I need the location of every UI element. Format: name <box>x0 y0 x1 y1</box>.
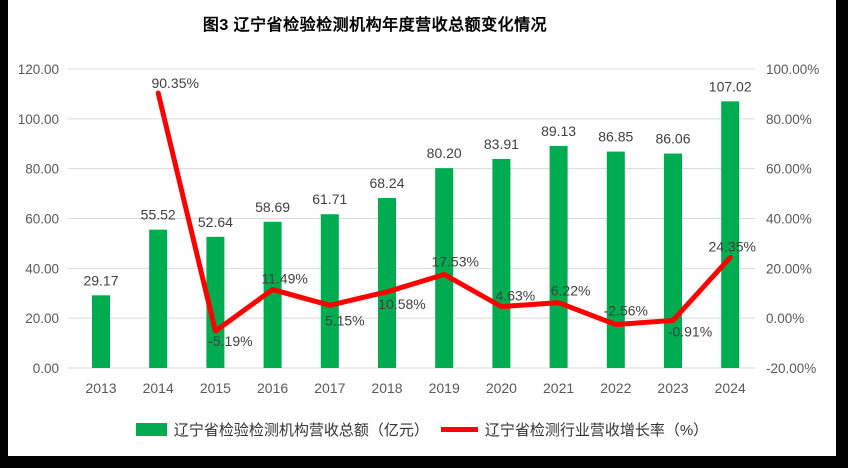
bar-2016 <box>263 221 282 368</box>
right-axis-tick-label: 60.00% <box>766 162 812 177</box>
right-axis-tick-label: 40.00% <box>766 212 812 227</box>
bar-value-label: 52.64 <box>198 214 233 230</box>
line-value-label: 90.35% <box>151 75 198 91</box>
left-axis-tick-label: 60.00 <box>25 212 59 227</box>
bar-2015 <box>206 236 225 368</box>
bar-value-label: 80.20 <box>427 145 462 161</box>
line-value-label: 17.53% <box>431 253 478 269</box>
bar-2022 <box>606 151 625 368</box>
left-axis-tick-label: 20.00 <box>25 311 59 326</box>
x-axis-label-2024: 2024 <box>715 380 746 396</box>
bar-2014 <box>149 229 168 368</box>
right-axis-tick-label: 80.00% <box>766 112 812 127</box>
line-value-label: 6.22% <box>551 283 591 299</box>
x-axis-label-2022: 2022 <box>600 380 631 396</box>
bar-value-label: 55.52 <box>141 207 176 223</box>
legend-bar-swatch <box>135 423 167 436</box>
bar-2018 <box>378 197 396 368</box>
chart-frame: 图3 辽宁省检验检测机构年度营收总额变化情况 0.00 -20.00% 20.00 0… <box>8 0 836 456</box>
x-axis-label-2019: 2019 <box>429 380 460 396</box>
left-axis-tick-label: 80.00 <box>25 162 59 177</box>
line-value-label: -2.56% <box>604 303 648 319</box>
line-value-label: 5.15% <box>325 312 365 328</box>
growth-rate-line <box>155 90 733 334</box>
x-axis-label-2020: 2020 <box>486 380 517 396</box>
left-axis-tick-label: 0.00 <box>33 361 59 376</box>
bar-value-label: 86.06 <box>655 131 690 147</box>
bar-value-label: 61.71 <box>312 191 347 207</box>
bar-value-label: 89.13 <box>541 123 576 139</box>
bar-value-label: 58.69 <box>255 199 290 215</box>
bar-2020 <box>492 158 511 368</box>
x-axis-label-2021: 2021 <box>543 380 574 396</box>
left-axis-tick-label: 120.00 <box>18 62 59 77</box>
x-axis-label-2013: 2013 <box>85 380 116 396</box>
line-value-label: -5.19% <box>208 333 252 349</box>
x-axis-label-2023: 2023 <box>657 380 688 396</box>
bar-value-label: 107.02 <box>709 78 752 94</box>
legend-label-revenue: 辽宁省检验检测机构营收总额（亿元） <box>173 422 429 439</box>
right-axis-tick-label: 100.00% <box>766 62 819 77</box>
line-value-label: 10.58% <box>378 296 425 312</box>
bar-2013 <box>92 295 110 368</box>
x-axis-label-2014: 2014 <box>143 380 174 396</box>
chart-legend: 辽宁省检验检测机构营收总额（亿元） 辽宁省检测行业营收增长率（%） <box>8 419 836 440</box>
legend-label-growth-rate: 辽宁省检测行业营收增长率（%） <box>484 422 709 439</box>
line-value-label: 24.35% <box>708 238 755 254</box>
right-axis-tick-label: -20.00% <box>766 361 816 376</box>
legend-item-revenue: 辽宁省检验检测机构营收总额（亿元） <box>135 419 429 440</box>
bar-value-label: 83.91 <box>484 136 519 152</box>
chart-title: 图3 辽宁省检验检测机构年度营收总额变化情况 <box>202 17 548 34</box>
left-axis-tick-label: 40.00 <box>25 261 59 276</box>
combo-chart-plot: 0.00 -20.00% 20.00 0.00% 40.00 20.00% 60.00 40.… <box>18 62 820 396</box>
right-axis-tick-label: 0.00% <box>766 311 804 326</box>
x-axis-label-2015: 2015 <box>200 380 231 396</box>
bar-value-label: 86.85 <box>598 129 633 145</box>
legend-line-swatch <box>440 427 478 432</box>
line-value-label: -0.91% <box>668 323 712 339</box>
x-axis-label-2016: 2016 <box>257 380 288 396</box>
left-axis-tick-label: 100.00 <box>18 112 59 127</box>
bar-value-label: 29.17 <box>83 272 118 288</box>
line-value-label: 11.49% <box>261 271 307 287</box>
line-value-label: 4.63% <box>496 288 536 304</box>
x-axis-label-2017: 2017 <box>314 380 345 396</box>
right-axis-tick-label: 20.00% <box>766 261 812 276</box>
bar-2019 <box>435 168 454 368</box>
legend-item-growth-rate: 辽宁省检测行业营收增长率（%） <box>440 419 709 440</box>
bar-value-label: 68.24 <box>369 175 404 191</box>
x-axis-label-2018: 2018 <box>371 380 402 396</box>
bar-2021 <box>549 145 568 368</box>
bar-2017 <box>320 214 339 368</box>
bar-2024 <box>721 101 740 369</box>
